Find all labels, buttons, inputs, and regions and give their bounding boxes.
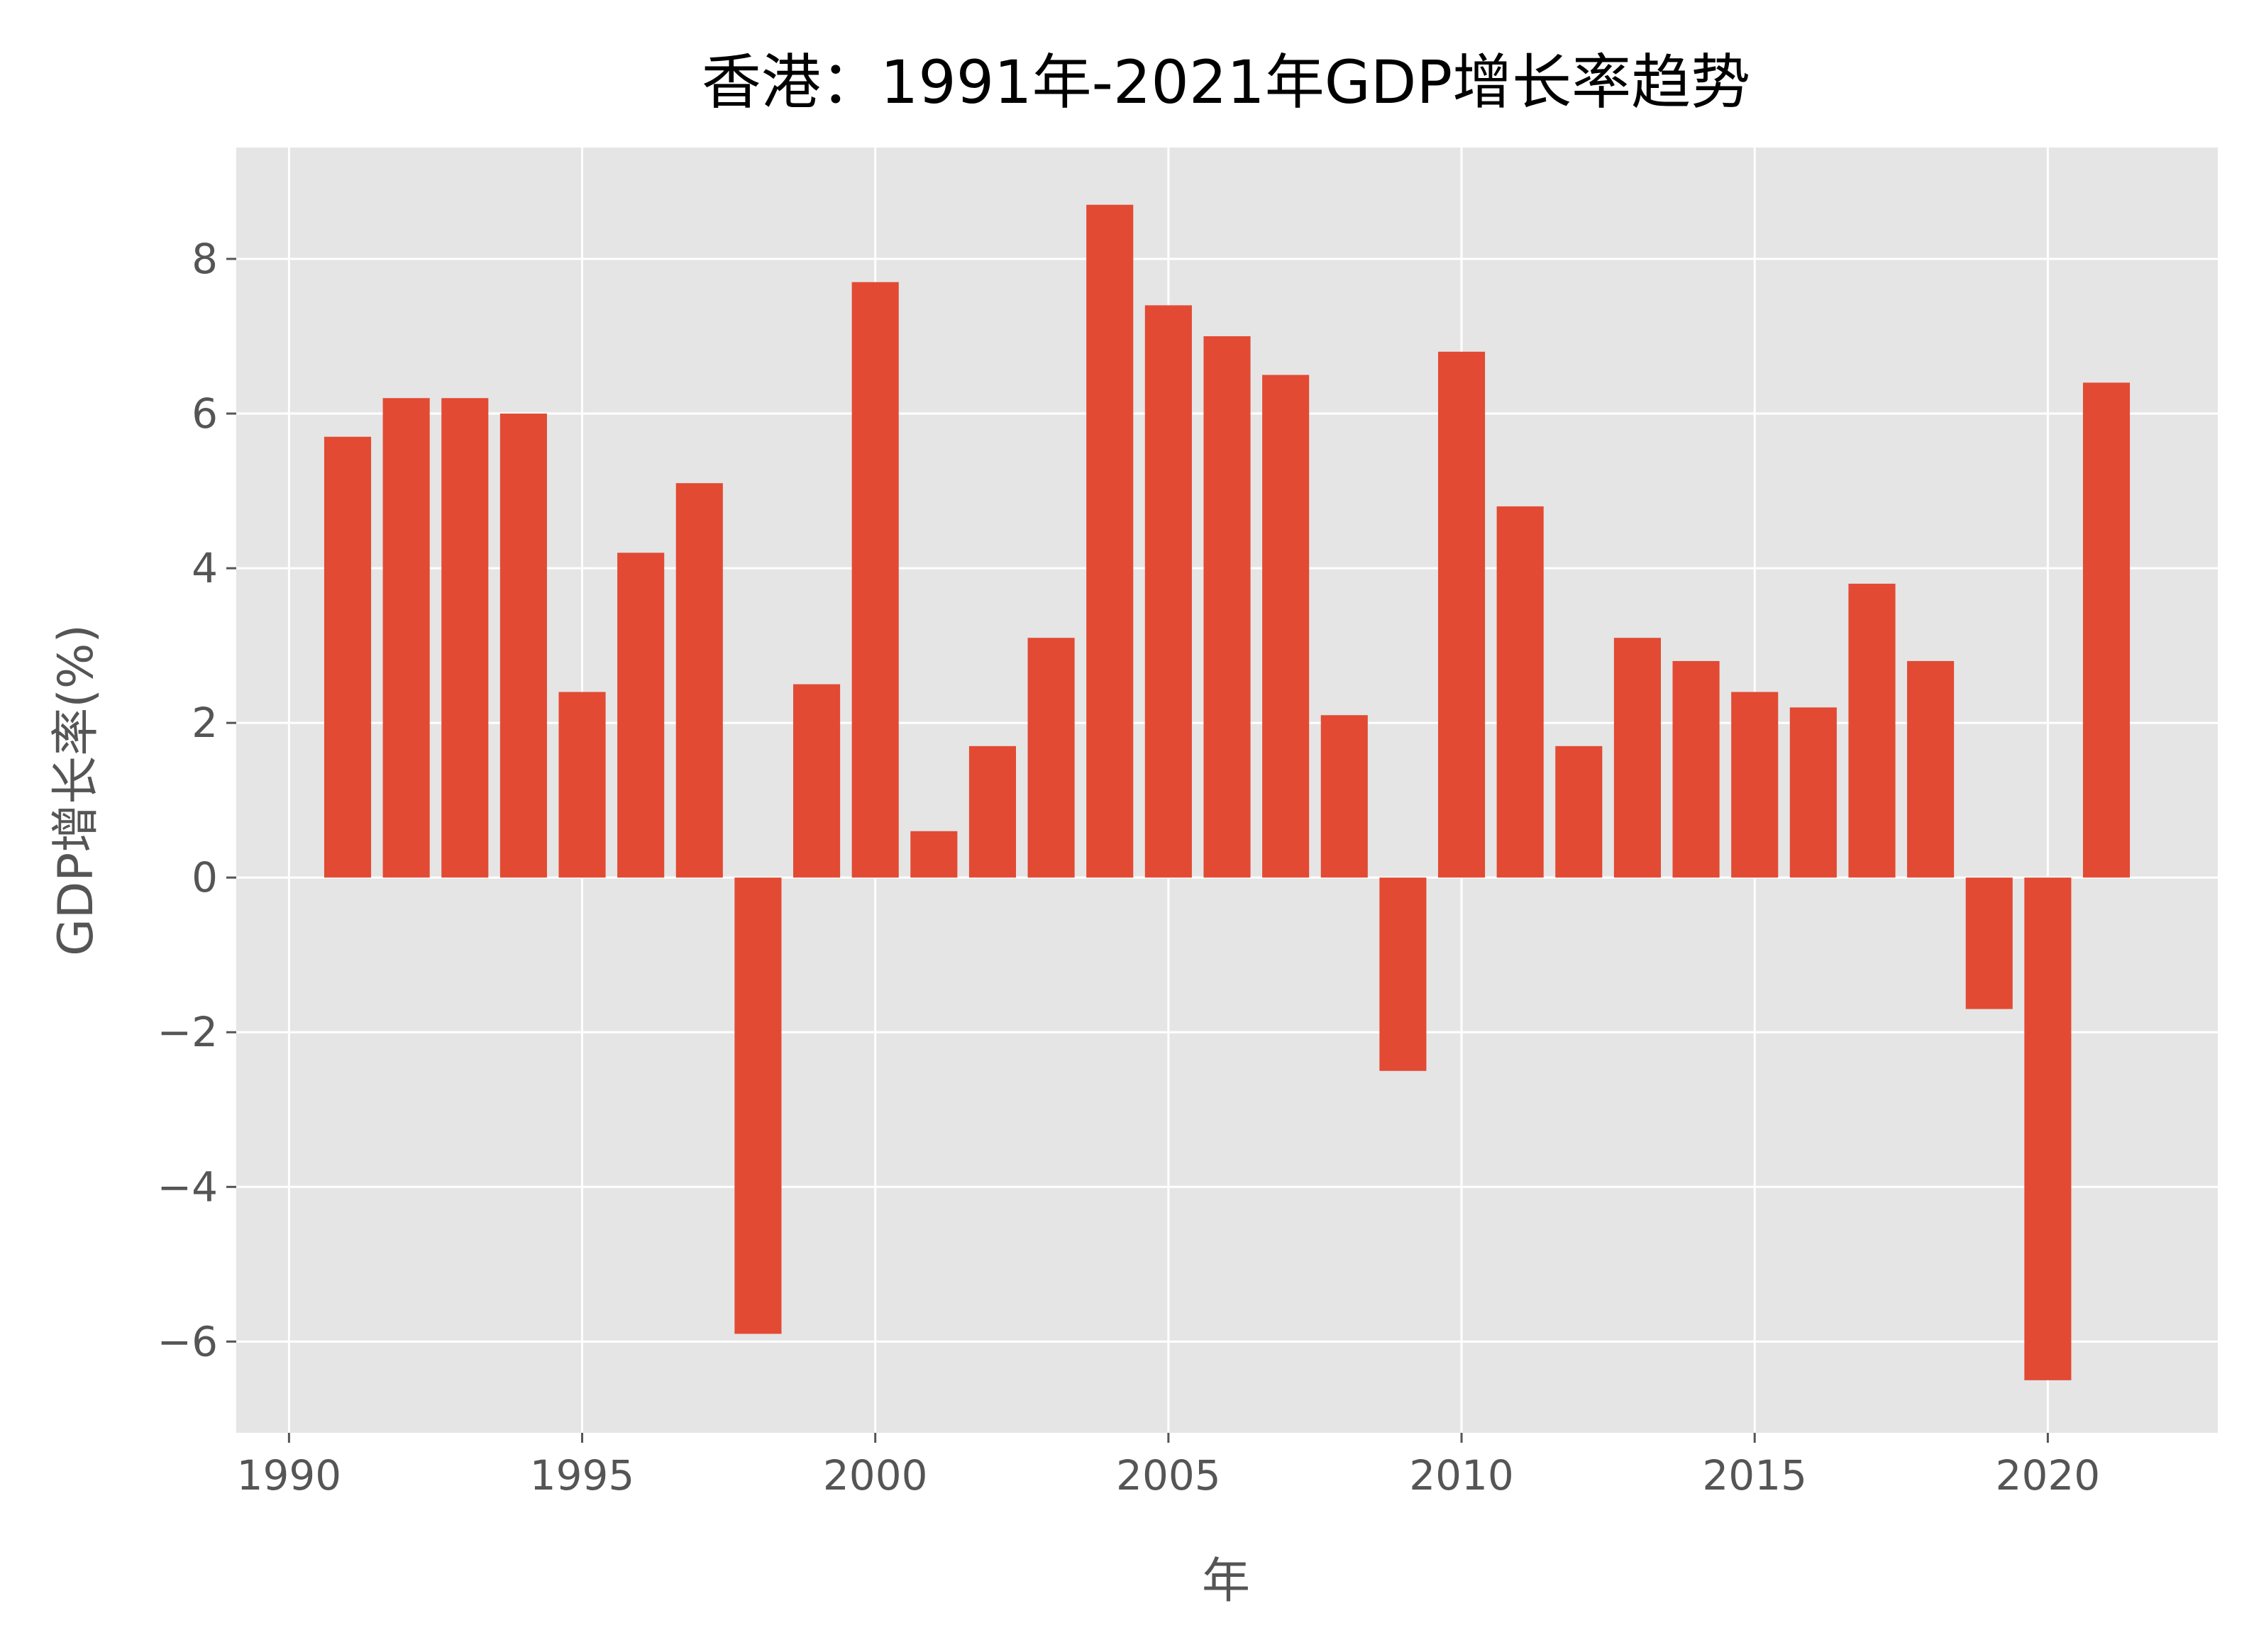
bar	[1907, 660, 1955, 878]
chart-title: 香港：1991年-2021年GDP增长率趋势	[702, 48, 1750, 117]
y-tick-label: 8	[192, 235, 218, 283]
y-tick-label: 4	[192, 544, 218, 592]
y-axis-label: GDP增长率(%)	[48, 624, 104, 956]
bar	[1144, 305, 1192, 878]
bar	[793, 684, 841, 878]
bar	[1496, 506, 1544, 878]
bar	[1848, 583, 1896, 878]
bar	[382, 398, 430, 878]
y-tick-label: −6	[158, 1317, 219, 1365]
y-tick-label: −2	[158, 1008, 219, 1056]
x-tick-label: 2005	[1116, 1451, 1221, 1499]
bar	[675, 483, 723, 878]
x-tick-label: 2010	[1409, 1451, 1514, 1499]
y-tick-label: −4	[158, 1163, 219, 1211]
y-tick-label: 6	[192, 389, 218, 438]
bars	[324, 204, 2131, 1380]
y-tick-label: 2	[192, 699, 218, 747]
x-axis-label: 年	[1202, 1553, 1250, 1609]
bar	[1027, 638, 1075, 878]
x-tick-label: 2000	[823, 1451, 928, 1499]
bar	[558, 692, 606, 878]
bar	[2024, 877, 2072, 1380]
bar	[968, 745, 1017, 878]
bar	[1320, 715, 1368, 878]
bar	[910, 831, 958, 878]
bar	[1086, 204, 1134, 878]
bar	[2082, 382, 2131, 878]
bar	[734, 877, 782, 1334]
bar	[1437, 351, 1486, 878]
bar	[1731, 692, 1779, 878]
x-tick-label: 1990	[237, 1451, 342, 1499]
bar	[324, 436, 372, 878]
bar	[1789, 707, 1837, 878]
bar	[1672, 660, 1720, 878]
y-tick-label: 0	[192, 853, 218, 902]
x-tick-label: 1995	[530, 1451, 635, 1499]
bar	[1555, 745, 1603, 878]
bar	[499, 414, 547, 878]
bar	[851, 282, 899, 878]
bar	[1203, 336, 1251, 878]
bar	[1262, 375, 1310, 878]
bar	[441, 398, 489, 878]
x-tick-label: 2020	[1996, 1451, 2101, 1499]
bar	[617, 553, 665, 878]
axis-ticks: 1990 1995 2000 2005 2010 2015 2020 −6 −4 −2 0 2 4 6 8	[158, 235, 2101, 1499]
bar	[1613, 638, 1661, 878]
x-tick-label: 2015	[1702, 1451, 1807, 1499]
bar	[1379, 877, 1427, 1071]
bar	[1965, 877, 2013, 1009]
